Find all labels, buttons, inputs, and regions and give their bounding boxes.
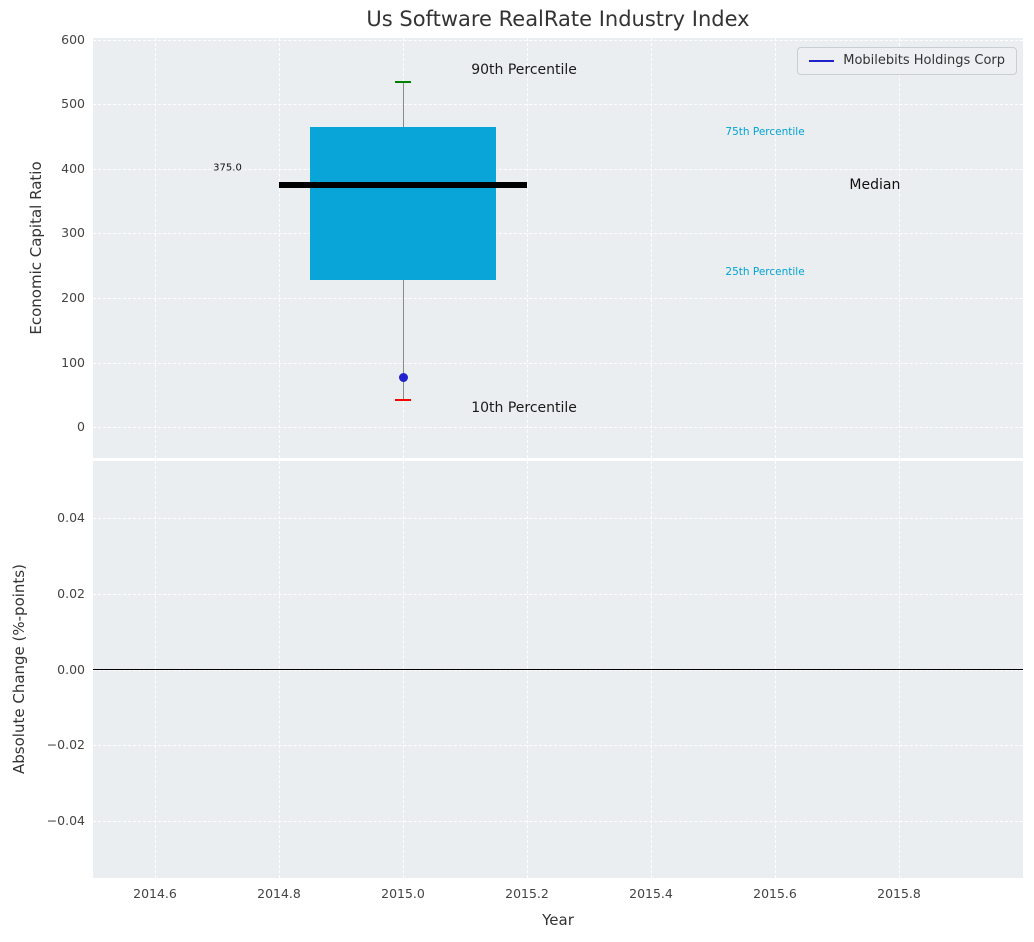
bottom-y-tick-label: −0.04: [46, 813, 85, 829]
top-y-tick-label: 100: [61, 354, 85, 370]
x-gridline: [899, 38, 900, 458]
top-y-tick-label: 400: [61, 160, 85, 176]
top-y-tick-label: 300: [61, 225, 85, 241]
y-gridline: [93, 517, 1023, 519]
legend-line-swatch: [809, 59, 835, 62]
y-gridline: [93, 821, 1023, 823]
x-tick-label: 2015.4: [629, 886, 673, 901]
bottom-y-tick-label: −0.02: [46, 737, 85, 753]
x-tick-label: 2014.6: [133, 886, 177, 901]
p25-percentile-label: 25th Percentile: [725, 265, 805, 278]
x-gridline: [279, 38, 280, 458]
y-gridline: [93, 362, 1023, 364]
top-y-tick-label: 500: [61, 96, 85, 112]
median-line: [279, 182, 527, 189]
median-value-label: 375.0: [213, 162, 242, 174]
y-gridline: [93, 593, 1023, 595]
x-gridline: [651, 38, 652, 458]
y-gridline: [93, 39, 1023, 41]
p90-percentile-label: 90th Percentile: [471, 62, 577, 79]
x-tick-label: 2015.8: [877, 886, 921, 901]
p75-percentile-label: 75th Percentile: [725, 125, 805, 138]
x-tick-label: 2015.0: [381, 886, 425, 901]
y-gridline: [93, 168, 1023, 170]
x-tick-label: 2014.8: [257, 886, 301, 901]
x-gridline: [527, 38, 528, 458]
top-y-tick-label: 0: [77, 419, 85, 435]
bottom-y-axis-label: Absolute Change (%-points): [10, 564, 28, 774]
bottom-y-tick-label: 0.02: [57, 585, 85, 601]
p90-cap: [395, 80, 411, 84]
top-y-tick-label: 600: [61, 31, 85, 47]
median-label: Median: [849, 177, 901, 194]
top-plot-area: [93, 38, 1023, 458]
y-gridline: [93, 427, 1023, 429]
bottom-y-tick-label: 0.00: [57, 661, 85, 677]
legend: Mobilebits Holdings Corp: [797, 47, 1017, 75]
y-gridline: [93, 233, 1023, 235]
bottom-y-tick-label: 0.04: [57, 509, 85, 525]
percentile-box: [310, 127, 496, 280]
x-tick-label: 2015.2: [505, 886, 549, 901]
x-tick-label: 2015.6: [753, 886, 797, 901]
company-point: [398, 372, 408, 382]
x-axis-label: Year: [542, 911, 574, 929]
y-gridline: [93, 745, 1023, 747]
legend-label: Mobilebits Holdings Corp: [843, 53, 1005, 68]
top-y-tick-label: 200: [61, 290, 85, 305]
x-gridline: [775, 38, 776, 458]
y-gridline: [93, 298, 1023, 299]
page-title: Us Software RealRate Industry Index: [366, 7, 750, 31]
p10-percentile-label: 10th Percentile: [471, 399, 577, 416]
top-y-axis-label: Economic Capital Ratio: [27, 161, 45, 335]
y-gridline: [93, 104, 1023, 106]
x-gridline: [155, 38, 156, 458]
p10-cap: [395, 398, 411, 402]
zero-line: [93, 668, 1023, 671]
